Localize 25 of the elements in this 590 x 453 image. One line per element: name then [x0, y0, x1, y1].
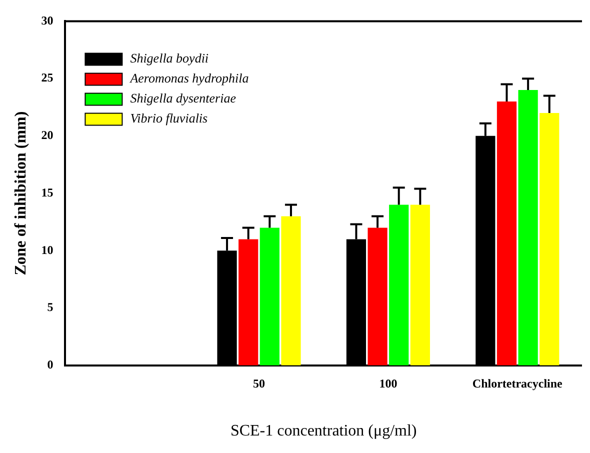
- y-axis-title: Zone of inhibition (mm): [12, 111, 30, 276]
- bar: [496, 102, 517, 366]
- bar: [260, 228, 280, 366]
- bar: [540, 112, 560, 366]
- y-tick-label: 30: [41, 13, 54, 28]
- x-axis-title: SCE-1 concentration (μg/ml): [230, 422, 417, 440]
- bar: [368, 228, 388, 366]
- bar: [238, 239, 258, 366]
- legend-label: Shigella boydii: [130, 50, 209, 66]
- legend-label: Vibrio fluvialis: [130, 110, 208, 126]
- y-tick-label: 25: [41, 70, 54, 85]
- y-tick-label: 0: [47, 357, 54, 372]
- y-tick-label: 5: [47, 300, 54, 314]
- x-tick-label: 50: [253, 376, 265, 391]
- legend-label: Aeromonas hydrophila: [129, 70, 250, 86]
- bar: [281, 216, 301, 366]
- legend-label: Shigella dysenteriae: [130, 90, 236, 106]
- bar: [389, 204, 409, 366]
- x-tick-label: 100: [379, 376, 398, 391]
- x-tick-label: Chlortetracycline: [472, 376, 564, 391]
- y-tick-label: 20: [41, 128, 54, 142]
- y-tick-label: 10: [41, 242, 54, 257]
- y-tick-label: 15: [41, 185, 54, 200]
- bar: [410, 204, 430, 366]
- bar: [518, 90, 538, 366]
